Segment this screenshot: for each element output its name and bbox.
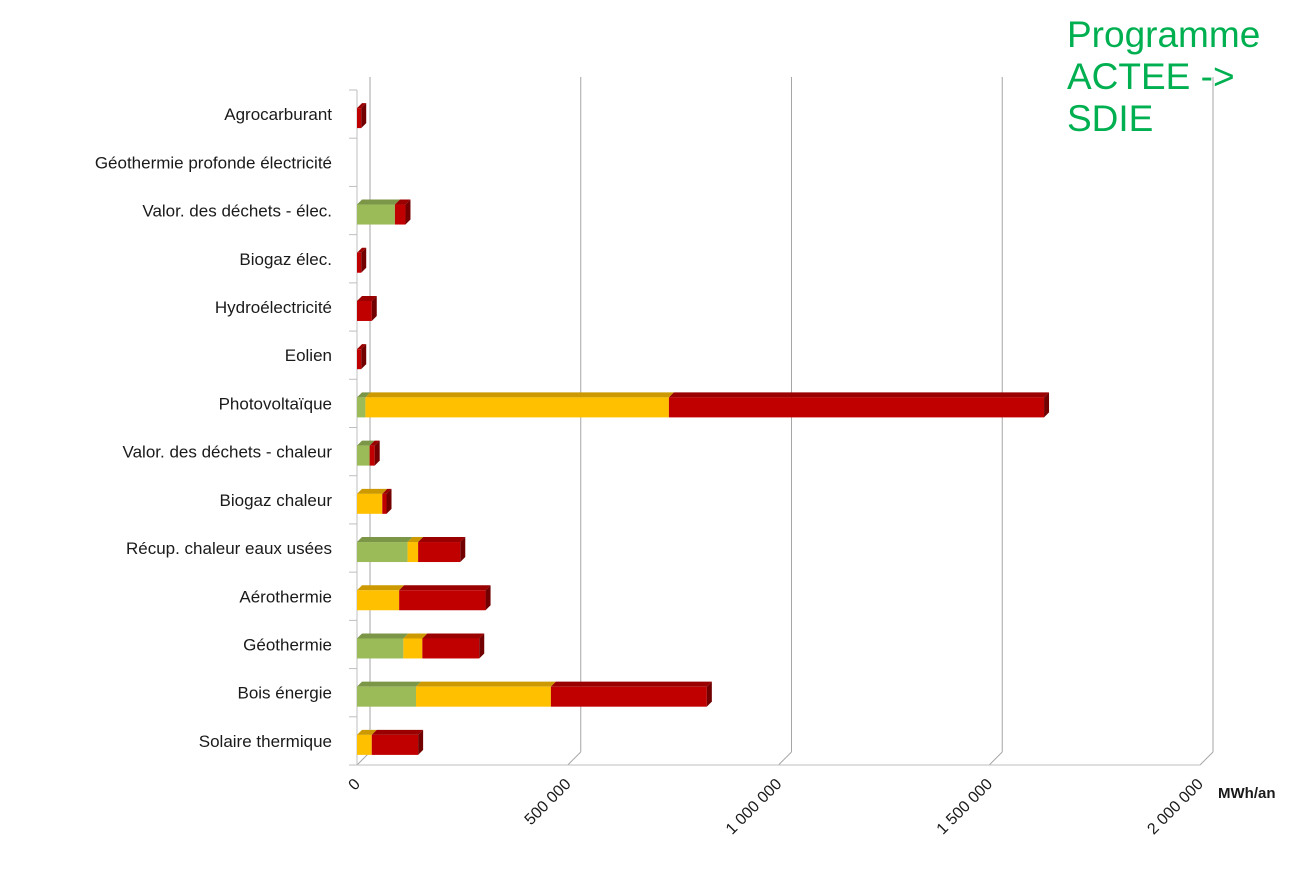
bar-segment <box>357 638 404 659</box>
x-tick-label: 1 500 000 <box>934 776 996 838</box>
category-label: Valor. des déchets - chaleur <box>123 443 333 462</box>
axes <box>349 89 1200 766</box>
bar-segment-side <box>485 585 491 611</box>
bar-segment <box>382 493 387 514</box>
bars <box>357 103 1050 755</box>
bar-segment <box>422 638 480 659</box>
bar-segment-top <box>357 681 422 687</box>
bar-segment <box>357 108 362 129</box>
x-tick-label: 500 000 <box>522 776 575 829</box>
bar-segment <box>357 734 372 755</box>
bar-segment-side <box>361 247 367 273</box>
bar-segment-top <box>357 488 388 494</box>
gridline-floor <box>567 751 582 766</box>
bar-segment-top <box>394 199 411 205</box>
bar-segment-side <box>405 199 411 225</box>
tick-labels: 0 500 000 1 000 000 1 500 000 2 000 000 <box>346 776 1207 838</box>
gridlines <box>356 77 1214 766</box>
bar-segment-top <box>357 344 367 350</box>
bar-segment-side <box>371 295 377 321</box>
bar-segment-top <box>357 537 413 543</box>
bar-segment-top <box>399 585 491 591</box>
bar-segment-top <box>357 103 367 109</box>
bar-segment <box>416 686 551 707</box>
bar-segment-side <box>361 103 367 129</box>
bar-segment-top <box>357 729 377 735</box>
bar-segment <box>357 204 395 225</box>
x-tick-label: 1 000 000 <box>723 776 785 838</box>
category-label: Récup. chaleur eaux usées <box>126 539 332 558</box>
bar-segment <box>357 397 366 418</box>
bar-segment <box>418 542 461 563</box>
category-label: Solaire thermique <box>199 732 332 751</box>
category-label: Biogaz élec. <box>239 250 332 269</box>
bar-segment-side <box>460 537 466 563</box>
bar-segment <box>365 397 669 418</box>
category-label: Biogaz chaleur <box>220 491 333 510</box>
bar-segment <box>357 542 408 563</box>
bar-segment-top <box>369 440 380 446</box>
bar-segment <box>357 686 417 707</box>
annotation-text: Programme ACTEE -> SDIE <box>1067 14 1307 140</box>
bar-segment <box>357 493 383 514</box>
bar-segment-top <box>422 633 485 639</box>
bar-segment-top <box>357 440 375 446</box>
category-label: Photovoltaïque <box>219 394 332 413</box>
bar-segment-top <box>357 295 377 301</box>
bar-segment <box>550 686 707 707</box>
bar-segment <box>357 300 372 321</box>
category-label: Eolien <box>285 346 332 365</box>
x-axis-unit-label: MWh/an <box>1218 785 1276 802</box>
annotation-line: Programme <box>1067 14 1261 55</box>
bar-segment-side <box>1044 392 1050 418</box>
bar-segment-top <box>407 537 424 543</box>
bar-segment-top <box>371 729 424 735</box>
bar-segment-top <box>357 247 367 253</box>
bar-segment-top <box>418 537 466 543</box>
bar-segment-side <box>374 440 380 466</box>
x-tick-label: 0 <box>346 776 364 794</box>
category-label: Aérothermie <box>239 587 332 606</box>
bar-segment-top <box>357 585 405 591</box>
x-tick-label: 2 000 000 <box>1144 776 1206 838</box>
bar-segment <box>371 734 419 755</box>
bar-segment-top <box>365 392 674 398</box>
gridline-floor <box>1199 751 1214 766</box>
bar-segment-top <box>416 681 556 687</box>
bar-segment-top <box>403 633 428 639</box>
bar-segment-side <box>479 633 485 659</box>
bar-segment-side <box>361 344 367 370</box>
bar-segment <box>399 590 486 611</box>
bar-segment-top <box>357 199 400 205</box>
gridline-floor <box>988 751 1003 766</box>
bar-segment <box>403 638 423 659</box>
bar-segment-top <box>382 488 392 494</box>
bar-segment-top <box>668 392 1050 398</box>
annotation-line: SDIE <box>1067 98 1154 139</box>
category-label: Agrocarburant <box>224 105 332 124</box>
bar-segment-top <box>357 392 371 398</box>
category-label: Hydroélectricité <box>215 298 332 317</box>
bar-segment <box>357 445 370 466</box>
bar-segment-top <box>357 633 409 639</box>
bar-segment <box>369 445 375 466</box>
annotation-line: ACTEE -> <box>1067 56 1235 97</box>
bar-segment <box>668 397 1045 418</box>
bar-segment-side <box>706 681 712 707</box>
bar-segment <box>357 590 400 611</box>
category-label: Bois énergie <box>237 684 332 703</box>
bar-segment-top <box>550 681 712 687</box>
category-label: Géothermie profonde électricité <box>95 153 332 172</box>
bar-segment <box>394 204 406 225</box>
category-labels: Agrocarburant Géothermie profonde électri… <box>95 105 333 751</box>
bar-segment <box>407 542 419 563</box>
bar-segment <box>357 252 362 273</box>
category-label: Valor. des déchets - élec. <box>142 202 332 221</box>
bar-segment <box>357 349 362 370</box>
gridline-floor <box>778 751 792 766</box>
bar-segment-side <box>386 488 392 514</box>
bar-segment-side <box>418 729 424 755</box>
category-label: Géothermie <box>243 635 332 654</box>
